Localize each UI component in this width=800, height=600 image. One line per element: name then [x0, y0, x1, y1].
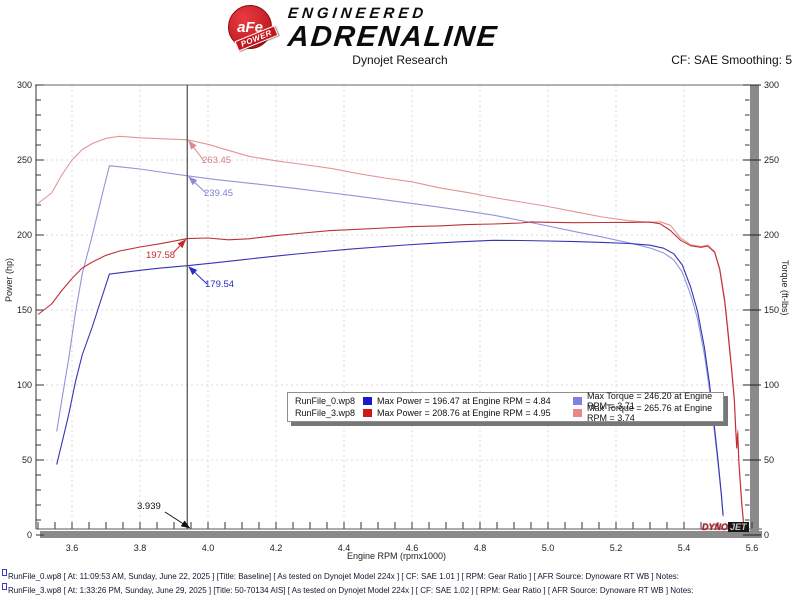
legend-run3-file: RunFile_3.wp8: [295, 408, 356, 418]
legend-box[interactable]: RunFile_0.wp8 Max Power = 196.47 at Engi…: [287, 391, 724, 423]
y-axis-title-torque: Torque (ft-lbs): [780, 260, 790, 316]
legend-run0-file: RunFile_0.wp8: [295, 396, 356, 406]
chart-title: Dynojet Research: [352, 53, 448, 67]
run3-color-marker-icon: [2, 583, 7, 590]
afe-brand-logo: aFe POWER ENGINEERED ADRENALINE: [228, 4, 500, 54]
x-tick-label: 5.0: [542, 543, 555, 553]
y-axis-title-power: Power (hp): [4, 258, 14, 303]
x-tick-label: 4.6: [406, 543, 419, 553]
cursor-value-power-run0: 179.54: [205, 279, 235, 290]
series-curve-power_0: [56, 239, 724, 516]
x-tick-label: 5.6: [746, 543, 759, 553]
series-curve-torque_0: [56, 165, 724, 517]
y-tick-label-left: 200: [17, 230, 32, 240]
legend-run3-max-torque: Max Torque = 265.76 at Engine RPM = 3.74: [587, 403, 713, 423]
cursor-arrow-t3: [188, 140, 205, 162]
torque-run0-swatch-icon: [573, 397, 582, 405]
y-tick-label-right: 50: [764, 455, 774, 465]
y-tick-label-right: 100: [764, 380, 779, 390]
y-tick-label-right: 150: [764, 305, 779, 315]
x-tick-label: 5.2: [610, 543, 623, 553]
cursor-rpm-arrow: [164, 511, 191, 529]
cursor-rpm-value: 3.939: [137, 501, 161, 512]
run0-color-marker-icon: [2, 569, 7, 576]
series-curve-torque_3: [37, 135, 745, 521]
y-tick-label-right: 200: [764, 230, 779, 240]
y-tick-label-right: 250: [764, 155, 779, 165]
run0-info-text: RunFile_0.wp8 [ At: 11:09:53 AM, Sunday,…: [8, 572, 679, 581]
y-tick-label-left: 250: [17, 155, 32, 165]
x-tick-label: 4.0: [202, 543, 215, 553]
legend-row-run0: RunFile_0.wp8 Max Power = 196.47 at Engi…: [288, 391, 723, 411]
cursor-arrow-t0: [188, 176, 207, 194]
y-tick-label-left: 50: [22, 455, 32, 465]
x-axis-title: Engine RPM (rpmx1000): [346, 551, 447, 561]
torque-run3-swatch-icon: [573, 409, 582, 417]
cursor-value-torque-run3: 263.45: [202, 155, 232, 166]
legend-run0-max-power: Max Power = 196.47 at Engine RPM = 4.84: [377, 396, 551, 406]
power-run0-swatch-icon: [363, 397, 372, 405]
x-tick-label: 5.4: [678, 543, 691, 553]
run-info-line-0: RunFile_0.wp8 [ At: 11:09:53 AM, Sunday,…: [2, 569, 679, 581]
y-tick-label-left: 300: [17, 80, 32, 90]
afe-badge: aFe POWER: [228, 4, 284, 54]
x-tick-label: 4.8: [474, 543, 487, 553]
legend-run3-max-power: Max Power = 208.76 at Engine RPM = 4.95: [377, 408, 551, 418]
dynojet-logo-jet: JET: [728, 522, 749, 532]
y-tick-label-right: 0: [764, 530, 769, 540]
cursor-value-power-run3: 197.58: [146, 250, 176, 261]
smoothing-setting: CF: SAE Smoothing: 5: [671, 53, 792, 67]
cursor-arrow-p3: [173, 239, 187, 253]
x-tick-label: 3.8: [134, 543, 147, 553]
legend-row-run3: RunFile_3.wp8 Max Power = 208.76 at Engi…: [288, 403, 723, 423]
dynojet-logo: DYNO JET: [702, 522, 749, 532]
run3-info-text: RunFile_3.wp8 [ At: 1:33:26 PM, Sunday, …: [8, 586, 694, 595]
dynojet-logo-dyno: DYNO: [702, 522, 729, 532]
series-curve-power_3: [37, 221, 745, 524]
power-run3-swatch-icon: [363, 409, 372, 417]
x-tick-label: 3.6: [66, 543, 79, 553]
legend-run0-max-torque: Max Torque = 246.20 at Engine RPM = 3.71: [587, 391, 713, 411]
run-info-line-1: RunFile_3.wp8 [ At: 1:33:26 PM, Sunday, …: [2, 583, 693, 595]
y-tick-label-left: 150: [17, 305, 32, 315]
y-tick-label-right: 300: [764, 80, 779, 90]
bottom-axis-bar: [40, 531, 762, 538]
cursor-arrow-p0: [188, 266, 208, 285]
cursor-value-torque-run0: 239.45: [204, 188, 234, 199]
right-axis-bar: [750, 85, 759, 538]
x-tick-label: 4.4: [338, 543, 351, 553]
y-tick-label-left: 0: [27, 530, 32, 540]
x-tick-label: 4.2: [270, 543, 283, 553]
y-tick-label-left: 100: [17, 380, 32, 390]
